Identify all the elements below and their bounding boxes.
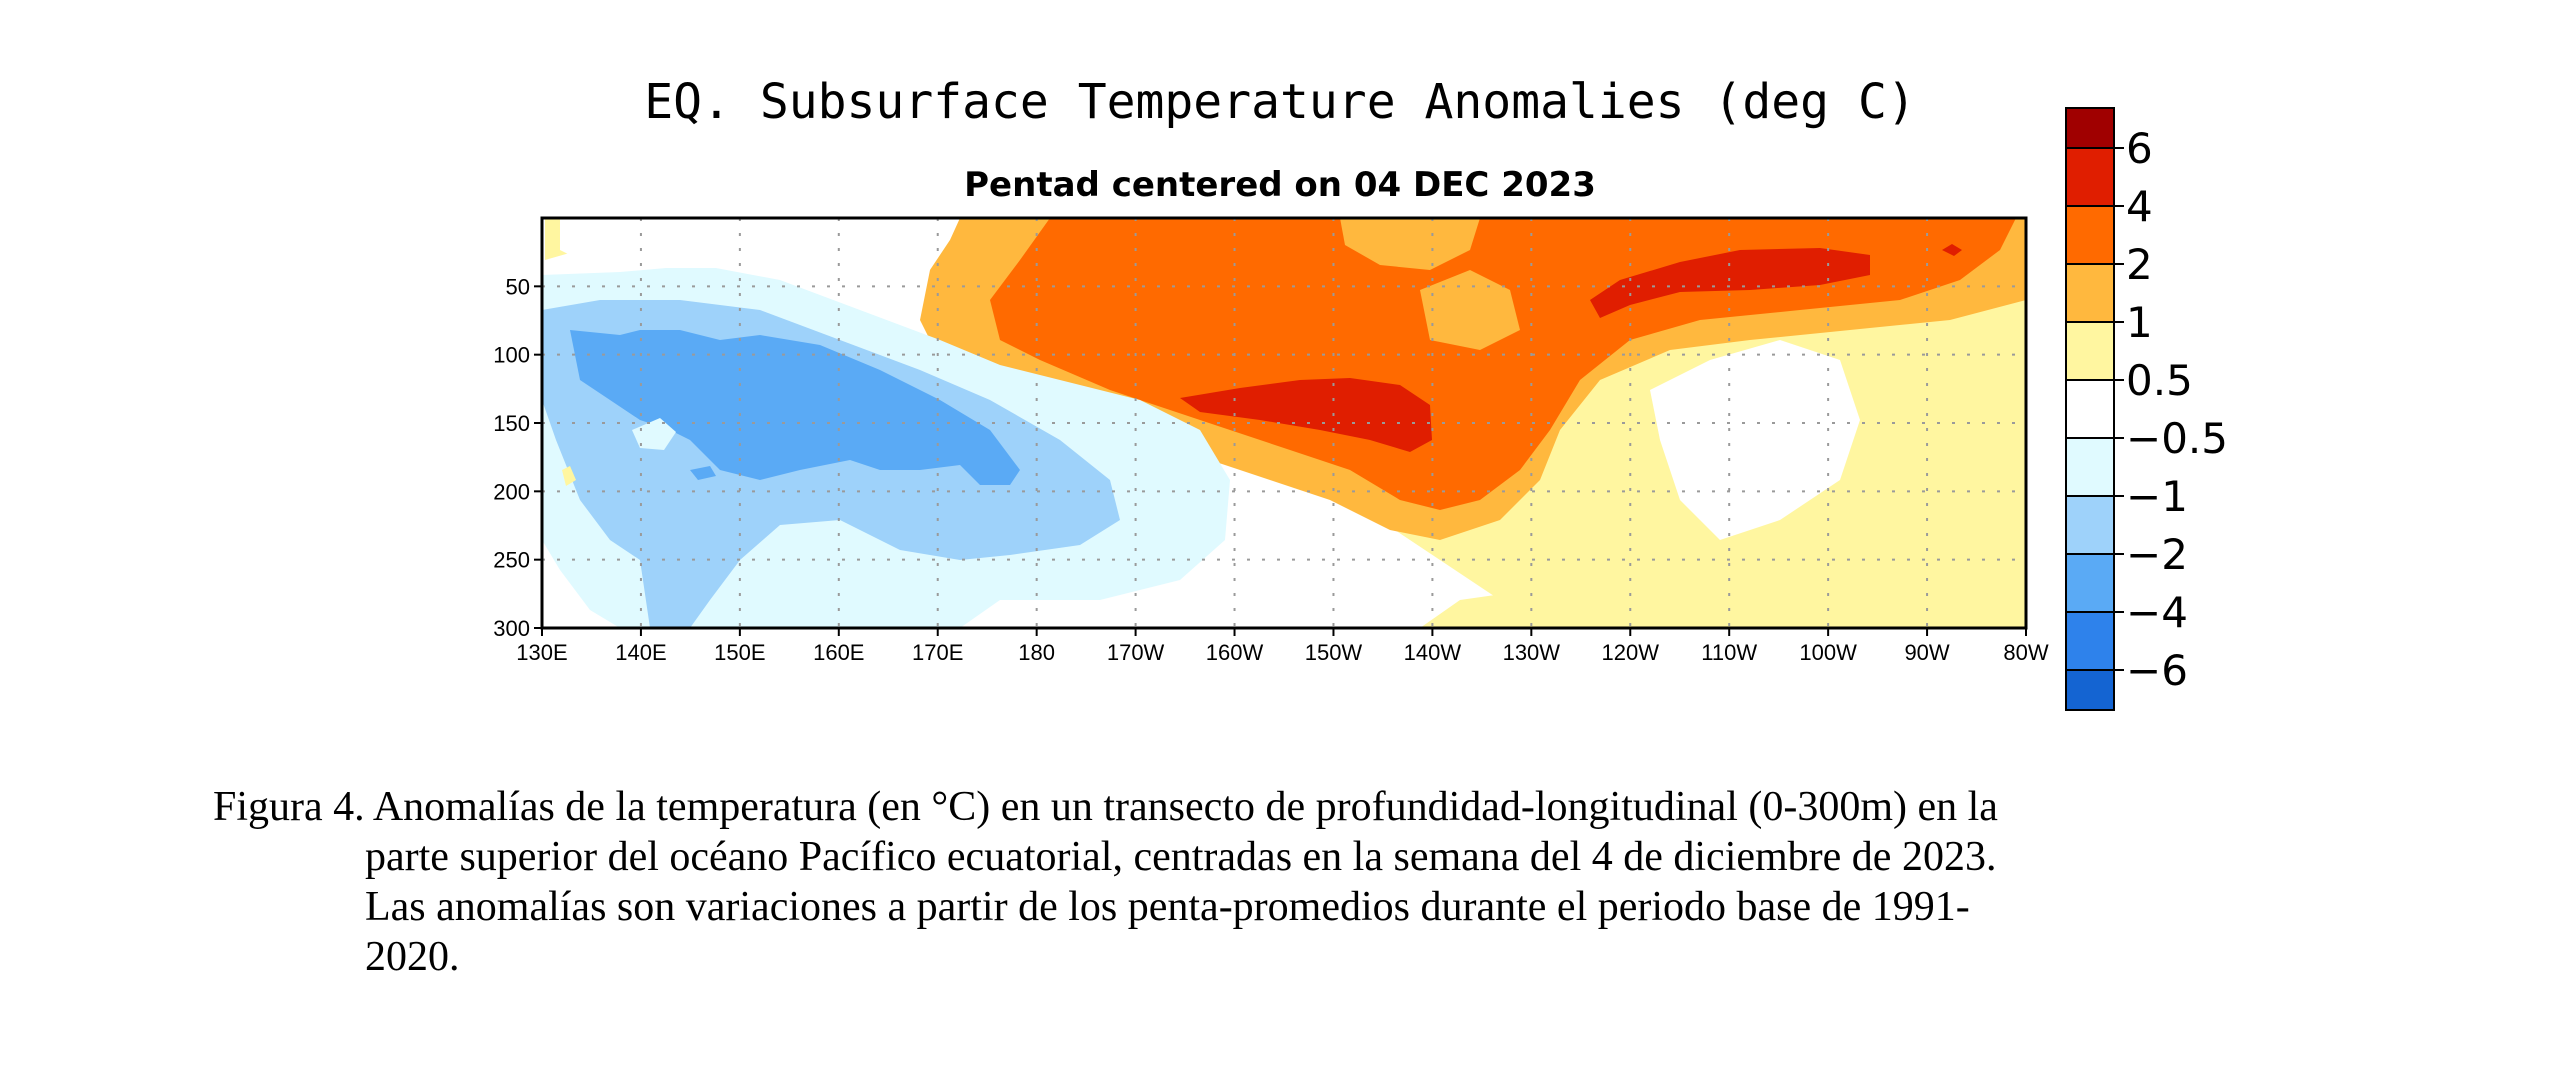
colorbar-label: −6 xyxy=(2126,646,2188,695)
anomaly-dot-red xyxy=(1942,244,1962,256)
anomaly-region-deep-orange xyxy=(990,218,2016,510)
figure-caption: Figura 4. Anomalías de la temperatura (e… xyxy=(213,782,2393,982)
colorbar-label: −4 xyxy=(2126,588,2188,637)
x-tick-label: 170W xyxy=(1107,640,1165,665)
anomaly-hole-cyan xyxy=(632,418,676,450)
x-tick-label: 80W xyxy=(2003,640,2048,665)
anomaly-region-white-east xyxy=(1650,340,1860,540)
colorbar-label: 0.5 xyxy=(2126,356,2193,405)
chart-title: EQ. Subsurface Temperature Anomalies (de… xyxy=(644,74,1916,130)
x-tick-label: 160E xyxy=(813,640,864,665)
colorbar-label: 4 xyxy=(2126,182,2153,231)
colorbar-label: −2 xyxy=(2126,530,2188,579)
colorbar-swatch xyxy=(2065,107,2115,149)
x-tick-label: 120W xyxy=(1602,640,1660,665)
anomaly-region-blue xyxy=(570,330,1020,485)
anomaly-field xyxy=(542,218,2026,628)
caption-line-4: 2020. xyxy=(365,934,460,980)
x-tick-label: 140E xyxy=(615,640,666,665)
caption-line-1: Figura 4. Anomalías de la temperatura (e… xyxy=(213,784,1998,830)
y-tick-label: 300 xyxy=(493,616,530,641)
y-axis: 50 100 150 200 250 300 xyxy=(493,274,542,641)
anomaly-blob-orange-1 xyxy=(1340,218,1480,270)
plot-area: 130E 140E 150E 160E 170E 180 170W 160W 150W 140W 1… xyxy=(493,216,2049,665)
y-tick-label: 150 xyxy=(493,411,530,436)
anomaly-core-red-central xyxy=(1180,378,1432,452)
colorbar-swatch xyxy=(2065,147,2115,207)
colorbar-swatch xyxy=(2065,321,2115,381)
x-tick-label: 110W xyxy=(1701,640,1757,665)
colorbar-swatch xyxy=(2065,437,2115,497)
x-tick-label: 150E xyxy=(714,640,765,665)
x-tick-label: 170E xyxy=(912,640,963,665)
anomaly-dot-yellow xyxy=(562,466,576,486)
anomaly-blob-blue-small xyxy=(690,466,716,480)
colorbar-swatch xyxy=(2065,205,2115,265)
colorbar-label: 6 xyxy=(2126,124,2153,173)
y-tick-label: 250 xyxy=(493,548,530,573)
colorbar-swatch xyxy=(2065,553,2115,613)
colorbar-swatch xyxy=(2065,611,2115,671)
anomaly-blob-orange-2 xyxy=(1420,270,1520,350)
x-tick-label: 90W xyxy=(1904,640,1949,665)
colorbar-swatch xyxy=(2065,669,2115,711)
colorbar-swatch xyxy=(2065,495,2115,555)
x-tick-label: 160W xyxy=(1206,640,1264,665)
caption-line-2: parte superior del océano Pacífico ecuat… xyxy=(365,834,1997,880)
colorbar-swatch xyxy=(2065,263,2115,323)
x-tick-label: 180 xyxy=(1018,640,1055,665)
x-axis: 130E 140E 150E 160E 170E 180 170W 160W 150W 140W 1… xyxy=(516,628,2049,665)
colorbar: 6 4 2 1 0.5 −0.5 −1 −2 −4 −6 xyxy=(2065,107,2228,711)
x-tick-label: 130E xyxy=(516,640,567,665)
y-tick-label: 100 xyxy=(493,343,530,368)
caption-line-3: Las anomalías son variaciones a partir d… xyxy=(365,884,1970,930)
anomaly-region-yellow-tongue xyxy=(1420,590,1570,628)
colorbar-label: −1 xyxy=(2126,472,2188,521)
anomaly-core-red-east xyxy=(1590,248,1870,318)
x-tick-label: 150W xyxy=(1305,640,1363,665)
colorbar-label: 2 xyxy=(2126,240,2153,289)
colorbar-label: 1 xyxy=(2126,298,2153,347)
chart-subtitle: Pentad centered on 04 DEC 2023 xyxy=(964,165,1596,205)
y-tick-label: 50 xyxy=(506,274,530,299)
colorbar-label: −0.5 xyxy=(2126,414,2228,463)
anomaly-patch-white xyxy=(560,218,800,268)
y-tick-label: 200 xyxy=(493,479,530,504)
x-tick-label: 140W xyxy=(1404,640,1462,665)
colorbar-swatch xyxy=(2065,379,2115,439)
x-tick-label: 100W xyxy=(1799,640,1857,665)
x-tick-label: 130W xyxy=(1503,640,1561,665)
